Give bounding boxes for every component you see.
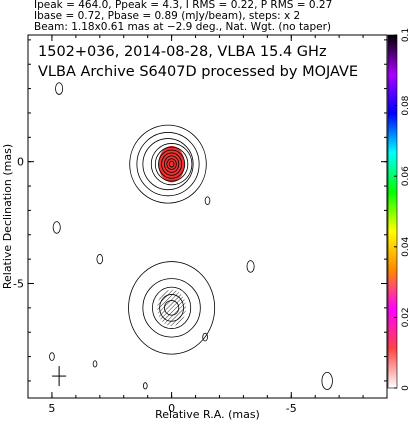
- colorbar-tick-label: 0.1: [401, 28, 409, 42]
- header-line-2: Ibase = 0.72, Pbase = 0.89 (mJy/beam), s…: [34, 10, 301, 22]
- colorbar: 0 0.02 0.04 0.06 0.08 0.1: [387, 28, 409, 391]
- plot-frame: [27, 34, 388, 399]
- contour-level: [164, 155, 180, 173]
- component-core: [129, 124, 207, 204]
- noise-island: [96, 254, 104, 265]
- colorbar-bar: [387, 34, 398, 389]
- noise-island: [142, 382, 148, 390]
- contour-level: [136, 132, 200, 197]
- colorbar-tick-label: 0: [401, 385, 409, 391]
- contour-level: [128, 261, 216, 355]
- noise-island: [52, 221, 61, 234]
- contour-level: [152, 286, 192, 329]
- y-tick-label: 0: [17, 156, 24, 169]
- annotation-line-2: VLBA Archive S6407D processed by MOJAVE: [38, 64, 358, 80]
- x-tick-label: 0: [168, 402, 175, 415]
- annotation-line-1: 1502+036, 2014-08-28, VLBA 15.4 GHz: [38, 44, 327, 60]
- colorbar-tick-label: 0.02: [401, 307, 409, 327]
- x-tick-label: -5: [286, 402, 297, 415]
- noise-islands: [49, 82, 333, 390]
- component-jet-knot: [128, 261, 216, 355]
- noise-island: [321, 371, 333, 390]
- y-axis-label: Relative Declination (mas): [1, 144, 14, 289]
- contour-level: [159, 294, 184, 322]
- y-tick-label: -5: [13, 277, 24, 290]
- header-line-3: Beam: 1.18x0.61 mas at −2.9 deg., Nat. W…: [34, 21, 332, 33]
- hatch-fill: [157, 289, 186, 327]
- x-tick-label: 5: [48, 402, 55, 415]
- contour-level: [168, 160, 175, 168]
- noise-island: [246, 260, 255, 273]
- contour-level: [161, 152, 183, 176]
- contour-level: [142, 138, 194, 191]
- noise-island: [49, 352, 55, 361]
- contour-level: [129, 124, 207, 204]
- noise-island: [55, 82, 64, 95]
- contour-level: [150, 143, 193, 186]
- contour-level: [142, 278, 201, 338]
- colorbar-tick-label: 0.04: [401, 237, 409, 257]
- colorbar-tick-label: 0.06: [401, 166, 409, 186]
- colorbar-tick-label: 0.08: [401, 95, 409, 115]
- noise-island: [92, 360, 98, 368]
- contour-level: [158, 149, 186, 179]
- axis-ticks: 5 0 -5 0 -5: [13, 35, 388, 415]
- noise-island: [202, 332, 208, 342]
- x-axis-label: Relative R.A. (mas): [155, 408, 260, 421]
- contour-level: [154, 146, 189, 182]
- polarization-fill: [158, 145, 185, 183]
- contour-level: [164, 300, 180, 316]
- contours: [128, 124, 216, 355]
- header-line-1: Ipeak = 464.0, Ppeak = 4.3, I RMS = 0.22…: [34, 0, 333, 11]
- noise-island: [204, 196, 211, 205]
- contour-level: [166, 158, 177, 170]
- plot-border: [27, 34, 388, 399]
